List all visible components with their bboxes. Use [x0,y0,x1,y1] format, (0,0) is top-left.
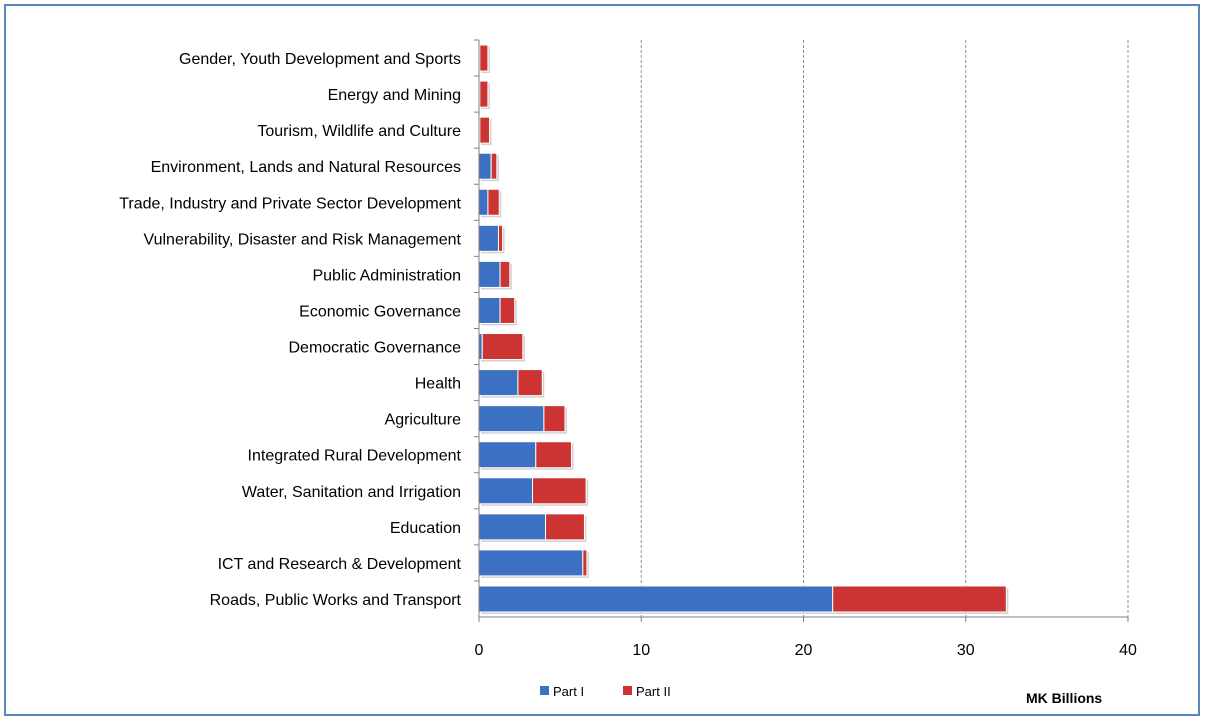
bar-part-2 [832,585,1007,613]
category-labels: Gender, Youth Development and Sports Ener… [119,51,461,609]
category-label: Education [390,520,461,537]
bar-part-1 [478,441,537,469]
bar-part-2 [535,441,572,469]
bar-part-2 [479,116,491,144]
bar-part-2 [532,477,587,505]
category-label: Roads, Public Works and Transport [210,592,462,609]
category-label: Water, Sanitation and Irrigation [242,484,461,501]
legend-swatch-part-2 [623,686,632,695]
x-tick-label: 40 [1119,642,1137,659]
category-label: Environment, Lands and Natural Resources [151,159,461,176]
x-tick-labels: 0 10 20 30 40 [475,642,1137,659]
category-label: Democratic Governance [288,340,461,357]
category-label: Public Administration [312,267,461,284]
x-tick-label: 30 [957,642,975,659]
bar-part-2 [490,152,498,180]
axes [474,39,1128,618]
x-tick-label: 0 [475,642,484,659]
bars [478,44,1009,614]
legend-label-part-1: Part I [553,684,584,699]
category-label: Trade, Industry and Private Sector Devel… [119,195,461,212]
bar-part-1 [478,224,499,252]
bar-part-1 [478,405,545,433]
bar-part-1 [478,296,501,324]
category-label: ICT and Research & Development [218,556,462,573]
category-label: Gender, Youth Development and Sports [179,51,461,68]
bar-part-1 [478,585,834,613]
category-label: Integrated Rural Development [248,448,462,465]
bar-part-2 [545,513,585,541]
legend-swatch-part-1 [540,686,549,695]
category-label: Economic Governance [299,303,461,320]
bar-part-1 [478,369,519,397]
bar-part-2 [543,405,566,433]
bar-part-1 [478,188,489,216]
bar-part-2 [479,80,489,108]
bar-part-2 [499,296,516,324]
category-label: Agriculture [385,412,462,429]
legend-label-part-2: Part II [636,684,671,699]
bar-part-1 [478,477,534,505]
bar-part-2 [487,188,500,216]
bar-part-1 [478,152,492,180]
bar-part-2 [481,333,524,361]
legend: Part I Part II [540,684,671,699]
bar-part-2 [479,44,489,72]
category-label: Energy and Mining [328,87,461,104]
x-tick-label: 10 [632,642,650,659]
bar-part-1 [478,549,584,577]
bar-part-1 [478,513,547,541]
category-label: Tourism, Wildlife and Culture [257,123,461,140]
category-label: Health [415,376,461,393]
x-tick-label: 20 [795,642,813,659]
bar-part-1 [478,260,501,288]
x-axis-unit-label: MK Billions [1026,690,1102,706]
gridlines [478,40,1129,622]
bar-part-2 [582,549,588,577]
bar-part-2 [499,260,511,288]
bar-part-2 [517,369,543,397]
category-label: Vulnerability, Disaster and Risk Managem… [144,231,462,248]
bar-part-2 [497,224,504,252]
